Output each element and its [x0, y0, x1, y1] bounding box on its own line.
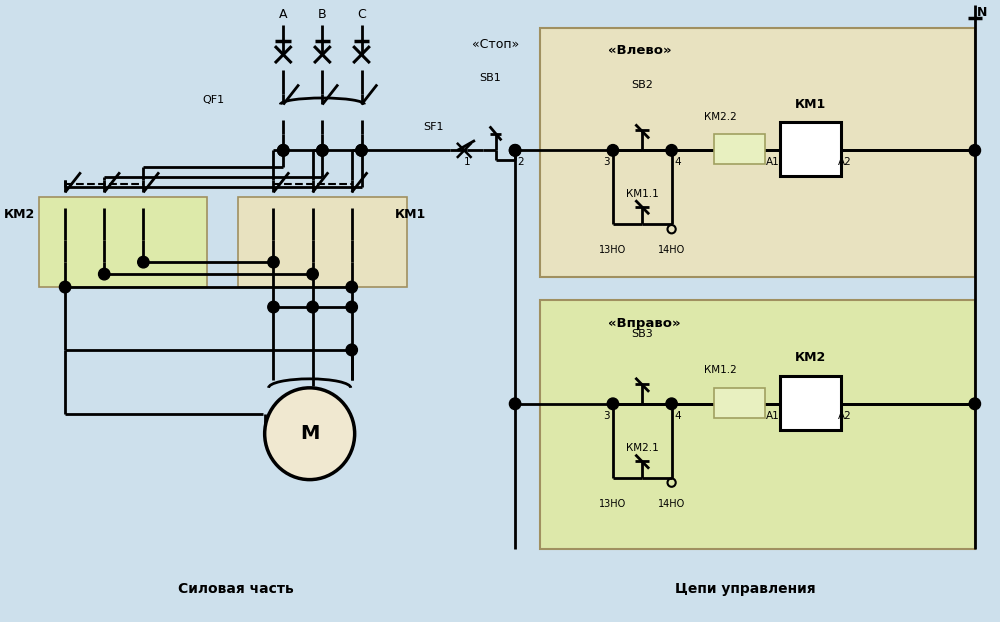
Text: КМ1.1: КМ1.1 [626, 189, 659, 199]
Text: 4: 4 [675, 411, 681, 420]
Bar [714, 388, 765, 418]
Text: QF1: QF1 [202, 95, 225, 106]
Text: A1: A1 [765, 157, 779, 167]
Circle shape [356, 144, 367, 156]
Text: 3: 3 [603, 411, 610, 420]
Text: «Влево»: «Влево» [608, 44, 672, 57]
Text: КМ1.2: КМ1.2 [704, 365, 737, 375]
Circle shape [278, 144, 289, 156]
Text: 2: 2 [517, 157, 524, 167]
Text: Цепи управления: Цепи управления [675, 582, 815, 596]
Circle shape [307, 268, 318, 280]
Circle shape [666, 398, 677, 409]
Circle shape [607, 144, 619, 156]
Circle shape [317, 144, 328, 156]
Text: 14НО: 14НО [658, 245, 685, 255]
Circle shape [138, 256, 149, 268]
Bar [780, 376, 841, 430]
Text: 4: 4 [675, 157, 681, 167]
Text: 13НО: 13НО [599, 245, 627, 255]
Text: 1: 1 [464, 157, 470, 167]
Circle shape [346, 301, 357, 313]
Circle shape [268, 256, 279, 268]
Text: КМ2: КМ2 [795, 351, 826, 364]
Text: 13НО: 13НО [599, 499, 627, 509]
Text: B: B [318, 8, 327, 21]
Circle shape [268, 301, 279, 313]
Text: КМ1: КМ1 [795, 98, 826, 111]
Text: КМ2: КМ2 [4, 208, 35, 221]
Text: SB2: SB2 [631, 80, 653, 90]
Circle shape [99, 268, 110, 280]
Text: Силовая часть: Силовая часть [178, 582, 294, 596]
Text: 14НО: 14НО [658, 499, 685, 509]
Text: КМ2.1: КМ2.1 [626, 443, 659, 453]
Circle shape [969, 398, 981, 409]
Text: «Вправо»: «Вправо» [608, 317, 681, 330]
Circle shape [607, 398, 619, 409]
Circle shape [346, 281, 357, 293]
Text: SF1: SF1 [424, 123, 444, 132]
Text: A: A [279, 8, 288, 21]
Bar [540, 300, 975, 549]
Circle shape [509, 398, 521, 409]
Bar [238, 197, 407, 287]
Circle shape [265, 388, 355, 480]
Circle shape [278, 144, 289, 156]
Text: A2: A2 [838, 411, 852, 420]
Circle shape [317, 144, 328, 156]
Text: SB3: SB3 [631, 329, 653, 339]
Bar [714, 134, 765, 164]
Circle shape [307, 301, 318, 313]
Text: N: N [977, 6, 987, 19]
Text: КМ2.2: КМ2.2 [704, 113, 737, 123]
Bar [540, 27, 975, 277]
Text: КМ1: КМ1 [395, 208, 426, 221]
Bar [39, 197, 207, 287]
Text: C: C [357, 8, 366, 21]
Circle shape [969, 144, 981, 156]
Circle shape [59, 281, 71, 293]
Text: М: М [300, 424, 319, 443]
Circle shape [356, 144, 367, 156]
Circle shape [666, 144, 677, 156]
Bar [780, 123, 841, 176]
Text: 3: 3 [603, 157, 610, 167]
Text: SB1: SB1 [479, 73, 501, 83]
Circle shape [346, 344, 357, 356]
Circle shape [509, 144, 521, 156]
Circle shape [509, 144, 521, 156]
Text: A1: A1 [765, 411, 779, 420]
Text: «Стоп»: «Стоп» [472, 38, 519, 51]
Text: A2: A2 [838, 157, 852, 167]
